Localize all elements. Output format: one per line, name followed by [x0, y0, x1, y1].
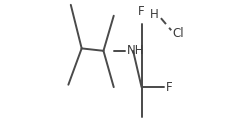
Text: F: F [138, 5, 145, 18]
Text: Cl: Cl [172, 27, 184, 40]
Text: H: H [150, 8, 159, 21]
Text: F: F [166, 81, 172, 94]
Text: NH: NH [127, 44, 144, 57]
